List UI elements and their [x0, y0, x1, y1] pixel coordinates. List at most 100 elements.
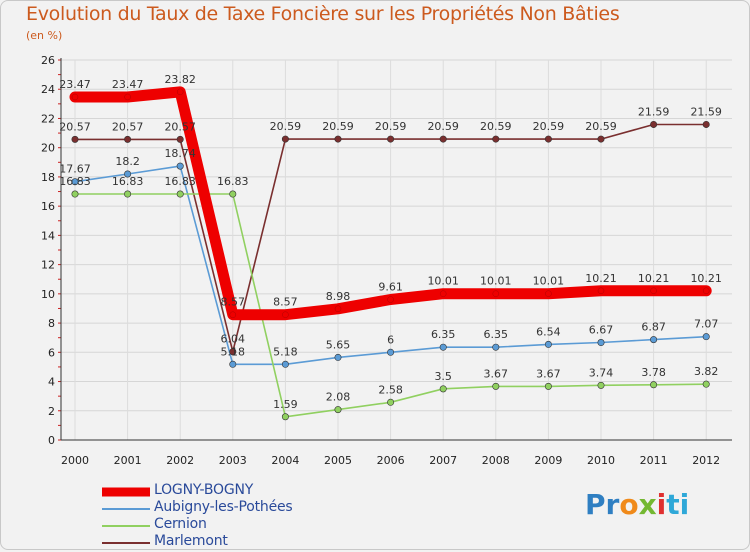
legend-label: Cernion [154, 516, 207, 532]
data-label: 3.74 [589, 366, 614, 379]
data-point [650, 336, 658, 344]
data-point [229, 190, 237, 198]
data-point [439, 343, 447, 351]
data-label: 21.59 [638, 105, 670, 118]
data-label: 6.87 [641, 321, 666, 334]
y-tick-label: 24 [41, 83, 55, 96]
legend-label: LOGNY-BOGNY [154, 482, 254, 498]
data-point [439, 385, 447, 393]
x-tick-label: 2008 [482, 454, 510, 467]
y-tick-label: 4 [48, 376, 55, 389]
x-tick-label: 2000 [61, 454, 89, 467]
chart-title: Evolution du Taux de Taxe Foncière sur l… [26, 3, 620, 25]
data-point [334, 353, 342, 361]
data-point [124, 170, 132, 178]
data-label: 3.78 [641, 366, 666, 379]
data-point [124, 190, 132, 198]
data-label: 6.04 [221, 333, 246, 346]
data-label: 6.35 [484, 328, 509, 341]
x-tick-label: 2011 [640, 454, 668, 467]
data-point [492, 135, 500, 143]
data-label: 5.18 [273, 345, 298, 358]
data-point [229, 360, 237, 368]
data-point [545, 290, 552, 297]
data-label: 7.07 [694, 318, 719, 331]
y-tick-label: 10 [41, 288, 55, 301]
data-point [439, 290, 447, 297]
data-label: 8.57 [221, 296, 246, 309]
data-label: 20.59 [375, 120, 407, 133]
x-tick-label: 2004 [271, 454, 299, 467]
data-label: 10.21 [690, 272, 722, 285]
data-label: 20.57 [112, 120, 144, 133]
data-label: 2.58 [378, 383, 403, 396]
legend-label: Aubigny-les-Pothées [154, 499, 293, 515]
data-label: 6.67 [589, 324, 614, 337]
data-point [281, 413, 289, 421]
data-label: 6.54 [536, 325, 561, 338]
data-label: 1.59 [273, 398, 298, 411]
data-point [282, 311, 289, 318]
proxiti-logo: Proxiti [585, 488, 690, 521]
data-point [334, 406, 342, 414]
data-point [597, 135, 605, 143]
data-point [544, 340, 552, 348]
data-label: 3.67 [484, 367, 509, 380]
data-point [229, 348, 237, 356]
data-point [702, 287, 710, 295]
data-label: 20.59 [427, 120, 459, 133]
x-tick-label: 2006 [377, 454, 405, 467]
data-point [702, 380, 710, 388]
data-point [492, 290, 500, 297]
y-tick-label: 20 [41, 142, 55, 155]
data-label: 10.21 [638, 272, 670, 285]
x-tick-label: 2009 [534, 454, 562, 467]
unit-label: (en %) [26, 29, 63, 42]
data-point [387, 348, 395, 356]
data-point [387, 398, 395, 406]
data-label: 9.61 [378, 281, 403, 294]
data-label: 20.59 [322, 120, 354, 133]
x-tick-label: 2005 [324, 454, 352, 467]
data-label: 10.01 [533, 275, 565, 288]
data-label: 3.5 [434, 370, 452, 383]
data-point [439, 135, 447, 143]
data-point [387, 135, 395, 143]
data-label: 20.59 [533, 120, 565, 133]
data-label: 20.57 [164, 120, 196, 133]
data-point [334, 305, 342, 313]
y-tick-label: 14 [41, 229, 55, 242]
data-label: 16.83 [217, 175, 249, 188]
data-label: 17.67 [59, 163, 91, 176]
data-label: 5.65 [326, 338, 351, 351]
data-label: 10.21 [585, 272, 617, 285]
data-label: 21.59 [690, 105, 722, 118]
data-label: 16.83 [59, 175, 91, 188]
data-point [492, 343, 500, 351]
y-tick-label: 8 [48, 317, 55, 330]
data-label: 10.01 [480, 275, 512, 288]
y-tick-label: 0 [48, 434, 55, 447]
y-tick-label: 22 [41, 112, 55, 125]
data-label: 18.2 [115, 155, 140, 168]
data-label: 20.59 [270, 120, 302, 133]
data-point [176, 190, 184, 198]
data-label: 18.74 [164, 147, 196, 160]
data-label: 2.08 [326, 391, 351, 404]
data-label: 5.18 [221, 345, 246, 358]
data-label: 16.83 [164, 175, 196, 188]
data-point [71, 190, 79, 198]
data-point [650, 120, 658, 128]
data-point [544, 382, 552, 390]
data-label: 8.57 [273, 296, 298, 309]
data-label: 6.35 [431, 328, 456, 341]
data-point [176, 135, 184, 143]
data-point [281, 360, 289, 368]
data-label: 23.82 [164, 73, 196, 86]
data-point [176, 88, 184, 96]
data-point [176, 162, 184, 170]
data-point [492, 382, 500, 390]
data-point [544, 135, 552, 143]
y-tick-label: 16 [41, 200, 55, 213]
data-label: 8.98 [326, 290, 351, 303]
